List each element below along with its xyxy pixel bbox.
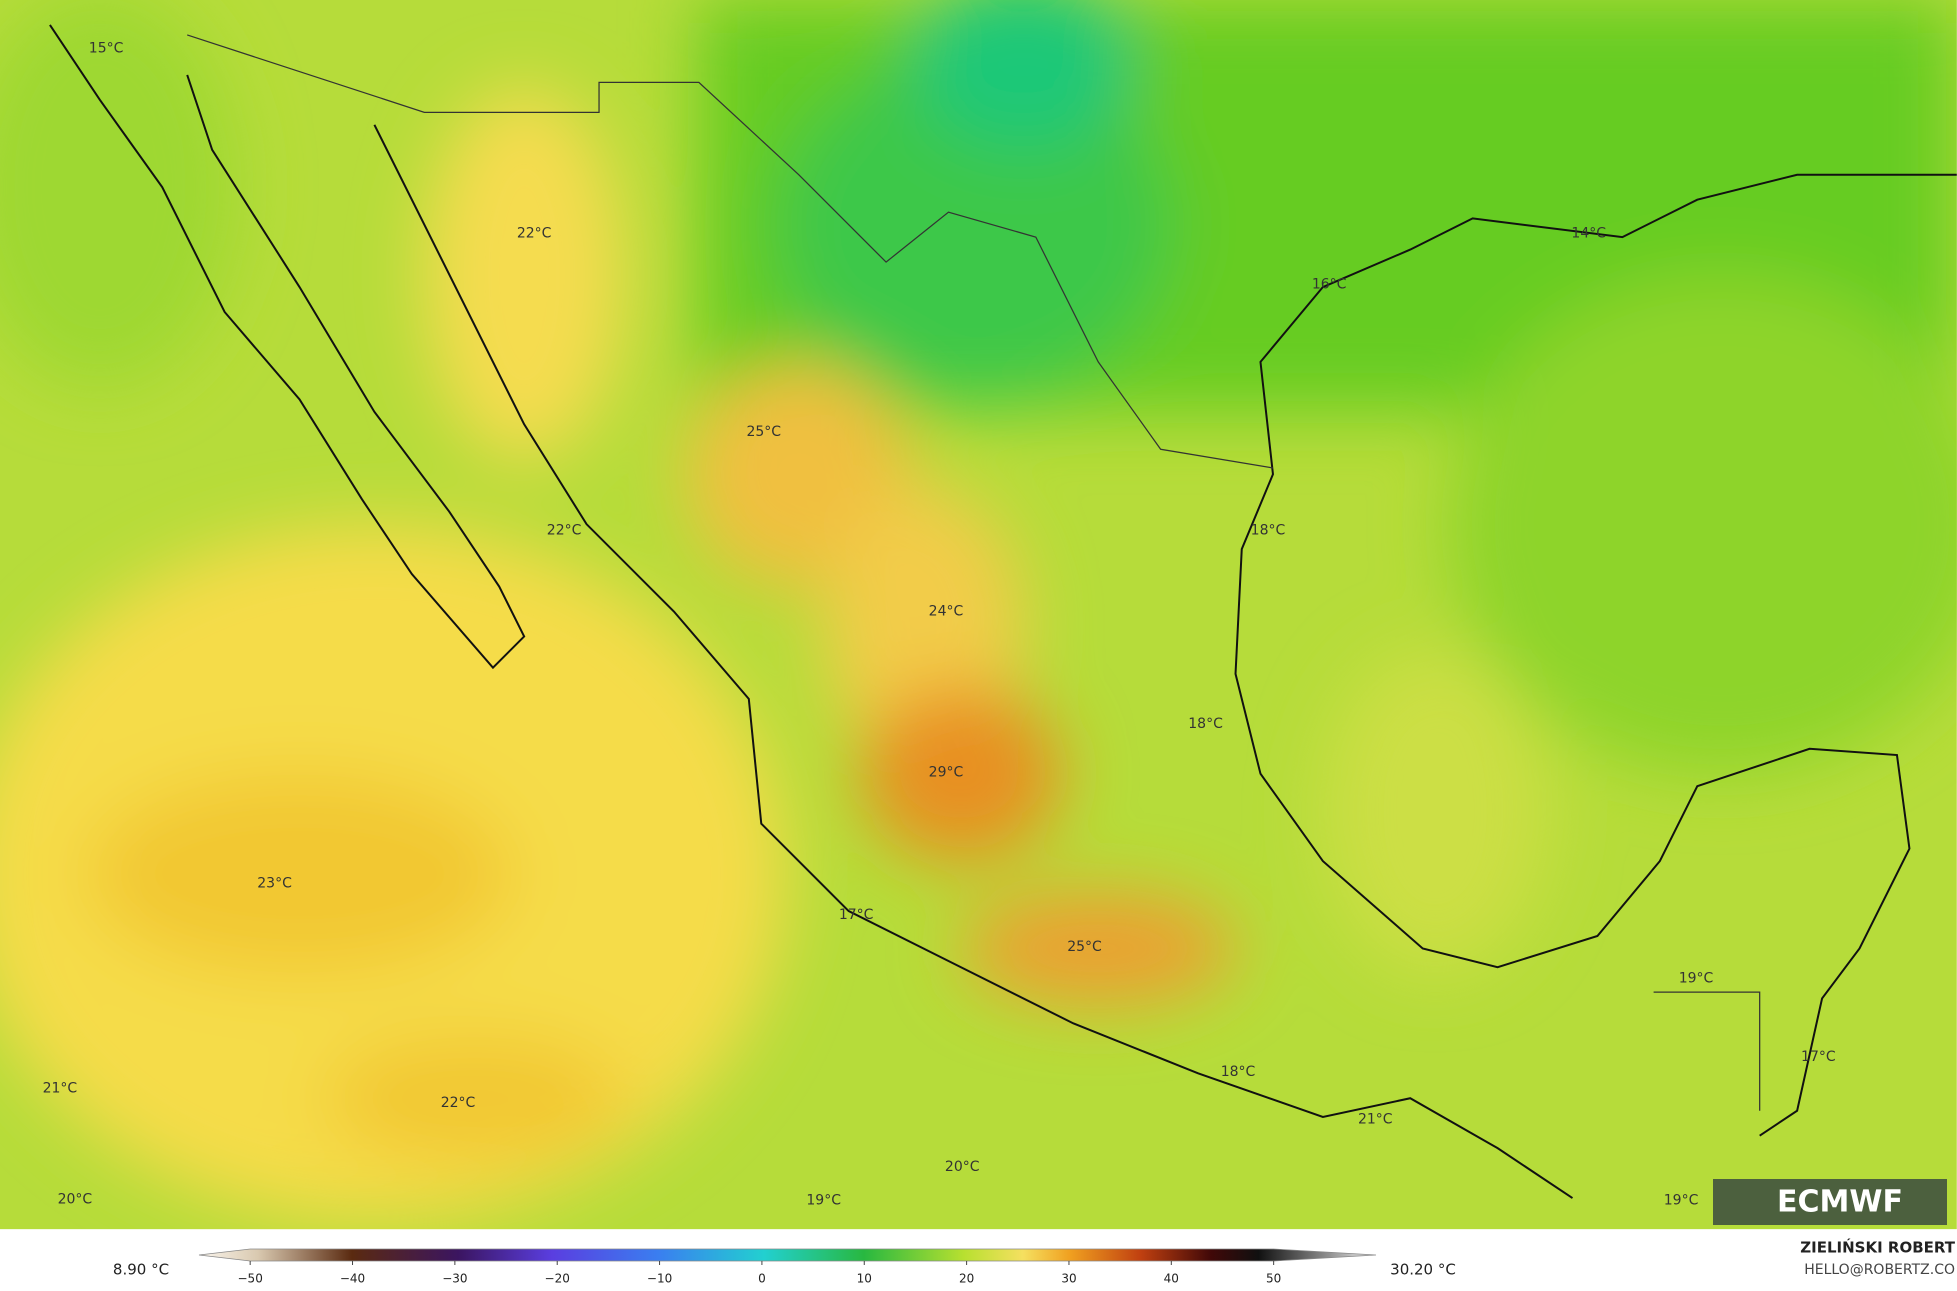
colorbar-tick-label: −30 <box>442 1272 467 1286</box>
temp-label: 20°C <box>945 1159 980 1175</box>
temp-label: 19°C <box>1664 1193 1699 1209</box>
temp-label: 29°C <box>929 765 964 781</box>
temp-label: 22°C <box>441 1095 476 1111</box>
author: ZIELIŃSKI ROBERT <box>1800 1238 1955 1257</box>
colorbar-tick-label: −40 <box>340 1272 365 1286</box>
temp-label: 18°C <box>1188 716 1223 732</box>
contact: HELLO@ROBERTZ.CO <box>1804 1262 1955 1278</box>
colorbar-bar <box>198 1248 1377 1262</box>
borders <box>187 34 1761 1111</box>
temp-label: 25°C <box>1067 939 1102 955</box>
temp-label: 18°C <box>1221 1064 1256 1080</box>
temp-label: 19°C <box>1679 970 1714 986</box>
colorbar-tick-label: −50 <box>238 1272 263 1286</box>
temp-label: 17°C <box>839 907 874 923</box>
temp-label: 21°C <box>1358 1111 1393 1127</box>
temp-label: 18°C <box>1251 522 1286 538</box>
logo-text: ECMWF <box>1777 1185 1903 1220</box>
map <box>0 0 1957 1230</box>
colorbar-tick-label: 50 <box>1266 1272 1281 1286</box>
temp-label: 22°C <box>547 522 582 538</box>
temperature-labels: 15°C 22°C 25°C 22°C 14°C 16°C 18°C 24°C 18°C 29°C… <box>43 41 1836 1209</box>
logo-box <box>1713 1179 1947 1225</box>
colorbar-tick-label: −20 <box>545 1272 570 1286</box>
temp-label: 14°C <box>1571 225 1606 241</box>
colorbar: −50 −40 −30 −20 −10 0 10 20 30 40 50 <box>198 1248 1377 1286</box>
coastlines <box>49 24 1957 1199</box>
temp-label: 20°C <box>58 1191 93 1207</box>
max-label: 30.20 °C <box>1390 1261 1456 1279</box>
temp-label: 22°C <box>517 225 552 241</box>
temp-label: 15°C <box>89 41 124 57</box>
logo: ECMWF <box>1713 1179 1947 1225</box>
temp-label: 17°C <box>1801 1049 1836 1065</box>
colorbar-tick-label: 40 <box>1164 1272 1179 1286</box>
colorbar-tick-label: 0 <box>758 1272 766 1286</box>
colorbar-tick-label: 20 <box>959 1272 974 1286</box>
min-label: 8.90 °C <box>113 1261 169 1279</box>
colorbar-tick-label: 30 <box>1061 1272 1076 1286</box>
colorbar-tick-label: 10 <box>857 1272 872 1286</box>
temp-label: 21°C <box>43 1080 78 1096</box>
temp-label: 24°C <box>929 604 964 620</box>
temp-label: 19°C <box>806 1193 841 1209</box>
temp-label: 25°C <box>746 424 781 440</box>
temp-label: 16°C <box>1312 277 1347 293</box>
colorbar-tick-label: −10 <box>647 1272 672 1286</box>
temp-label: 23°C <box>257 876 292 892</box>
